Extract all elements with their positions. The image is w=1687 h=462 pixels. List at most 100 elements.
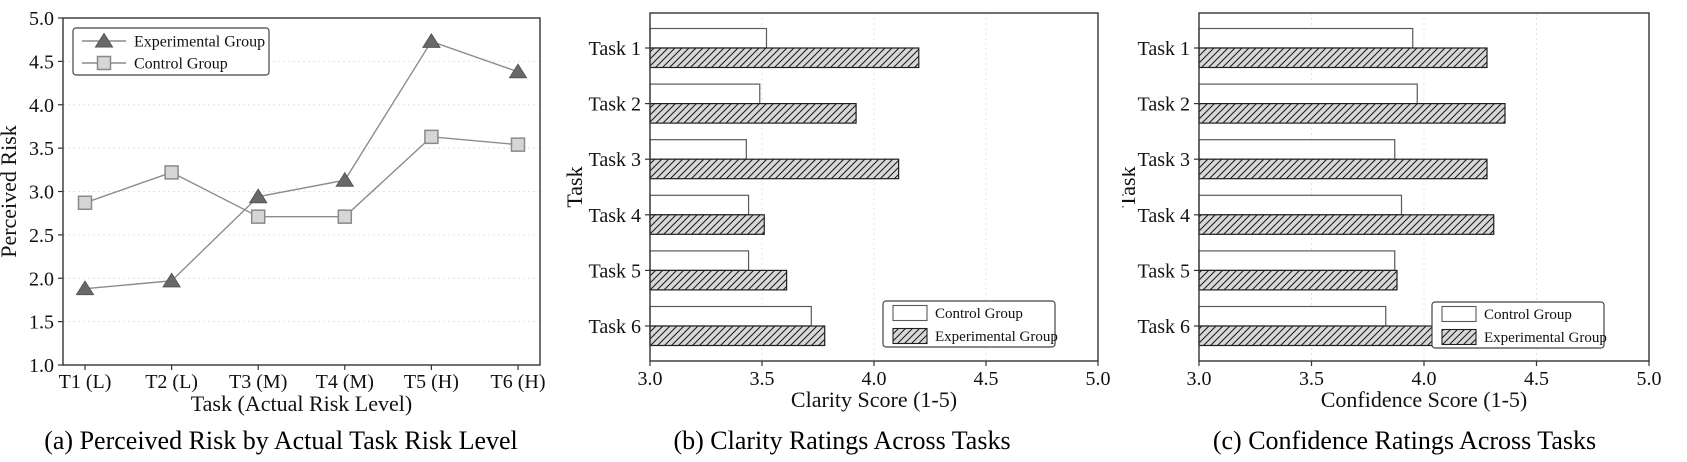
legend-swatch <box>892 327 928 345</box>
y-tick-label: Task 2 <box>589 94 641 116</box>
x-tick-label: 5.0 <box>1086 368 1111 390</box>
bar-control <box>649 139 747 160</box>
x-tick-label: T1 (L) <box>59 371 112 393</box>
square-marker <box>77 195 93 211</box>
bar-experimental <box>1198 214 1495 235</box>
y-tick-label: Task 6 <box>1138 316 1190 338</box>
y-tick-label: Task 3 <box>1138 149 1190 171</box>
panel-c: Task 1 Task 2 Task 3 Task 4 Task 5 Task 6 3.0 3… <box>1122 0 1687 462</box>
triangle-marker <box>421 32 441 48</box>
square-marker <box>424 129 439 145</box>
perceived-risk-line-chart: 1.01.52.02.53.03.54.04.55.0T1 (L) T2 (L) T… <box>0 8 546 416</box>
triangle-marker <box>94 32 114 48</box>
bar-control <box>649 250 750 271</box>
bar-control <box>649 27 768 49</box>
x-axis-title: Task (Actual Risk Level) <box>191 391 412 416</box>
bar-experimental <box>1198 47 1488 69</box>
panel-b: Task 1 Task 2 Task 3 Task 4 Task 5 Task 6 3.0 3… <box>562 0 1122 462</box>
legend-label: Experimental Group <box>935 329 1058 345</box>
x-tick-label: T2 (L) <box>145 371 198 393</box>
y-tick-label: 1.5 <box>29 312 54 334</box>
square-marker <box>96 55 112 71</box>
legend-swatch <box>892 304 928 322</box>
series-line <box>84 136 519 218</box>
triangle-marker <box>335 171 355 187</box>
x-tick-label: T4 (M) <box>316 371 374 393</box>
bar-control <box>1198 250 1396 271</box>
bar-control <box>1198 83 1418 105</box>
bar-experimental <box>649 102 857 124</box>
x-tick-label: T6 (H) <box>491 371 546 393</box>
y-tick-label: Task 4 <box>589 205 641 227</box>
legend-label: Control Group <box>134 56 228 73</box>
confidence-bar-chart: Task 1 Task 2 Task 3 Task 4 Task 5 Task 6 3.0 3… <box>1122 12 1662 412</box>
legend-swatch <box>1441 305 1477 323</box>
x-tick-label: T5 (H) <box>404 371 459 393</box>
x-tick-label: 3.0 <box>638 368 663 390</box>
y-tick-label: 2.0 <box>29 268 54 290</box>
x-tick-label: 3.0 <box>1187 368 1212 390</box>
triangle-marker <box>162 272 182 288</box>
bar-control <box>1198 27 1414 49</box>
x-tick-label: 4.0 <box>862 368 887 390</box>
x-tick-label: 3.5 <box>750 368 775 390</box>
x-tick-label: 4.5 <box>974 368 999 390</box>
x-axis-title: Confidence Score (1-5) <box>1321 387 1527 412</box>
legend-label: Experimental Group <box>134 34 265 51</box>
y-tick-label: 3.5 <box>29 138 54 160</box>
square-marker <box>337 209 353 224</box>
x-tick-label: 4.0 <box>1412 368 1437 390</box>
bar-experimental <box>1198 269 1398 291</box>
square-marker <box>510 137 526 152</box>
bar-control <box>1198 139 1396 160</box>
y-tick-label: 5.0 <box>29 8 54 30</box>
bar-control <box>649 194 750 216</box>
x-tick-label: 5.0 <box>1637 368 1662 390</box>
bar-experimental <box>649 158 900 180</box>
y-tick-label: Task 2 <box>1138 94 1190 116</box>
x-axis-title: Clarity Score (1-5) <box>791 387 957 412</box>
caption-a: (a) Perceived Risk by Actual Task Risk L… <box>44 426 518 455</box>
y-tick-label: Task 4 <box>1138 205 1190 227</box>
y-tick-label: 4.5 <box>29 51 54 73</box>
bar-experimental <box>649 47 920 69</box>
bar-experimental <box>649 214 765 235</box>
y-tick-label: 2.5 <box>29 225 54 247</box>
bar-control <box>649 305 812 327</box>
bar-control <box>1198 305 1387 327</box>
legend-label: Control Group <box>935 306 1023 322</box>
y-tick-label: 3.0 <box>29 182 54 204</box>
legend-label: Control Group <box>1484 307 1572 323</box>
bar-experimental <box>649 325 826 347</box>
caption-c: (c) Confidence Ratings Across Tasks <box>1212 426 1597 455</box>
triangle-marker <box>508 63 528 79</box>
y-tick-label: 4.0 <box>29 95 54 117</box>
bar-experimental <box>1198 325 1439 347</box>
bar-experimental <box>649 269 788 291</box>
series-line <box>84 40 519 290</box>
y-tick-label: Task 1 <box>589 38 641 60</box>
y-tick-label: 1.0 <box>29 355 54 377</box>
bar-control <box>649 83 761 105</box>
y-tick-label: Task 5 <box>589 260 641 282</box>
y-tick-label: Task 5 <box>1138 260 1190 282</box>
caption-b: (b) Clarity Ratings Across Tasks <box>673 426 1011 455</box>
y-axis-title: Perceived Risk <box>0 125 21 258</box>
y-axis-title: Task <box>562 166 587 207</box>
square-marker <box>250 209 266 224</box>
bar-experimental <box>1198 102 1506 124</box>
x-tick-label: T3 (M) <box>229 371 287 393</box>
legend-label: Experimental Group <box>1484 330 1607 346</box>
x-tick-label: 4.5 <box>1524 368 1549 390</box>
bar-experimental <box>1198 158 1488 180</box>
square-marker <box>164 165 179 180</box>
y-tick-label: Task 1 <box>1138 38 1190 60</box>
y-tick-label: Task 3 <box>589 149 641 171</box>
triangle-marker <box>248 188 268 204</box>
panel-a: 1.0 1.5 2.0 2.5 3.0 3.5 4.0 4.5 5.0 T1 (L) T2 (L) T… <box>0 0 562 462</box>
y-axis-title: Task <box>1122 166 1140 207</box>
bar-control <box>1198 194 1403 216</box>
clarity-bar-chart: Task 1 Task 2 Task 3 Task 4 Task 5 Task 6 3.0 3… <box>562 12 1111 412</box>
x-tick-label: 3.5 <box>1299 368 1324 390</box>
